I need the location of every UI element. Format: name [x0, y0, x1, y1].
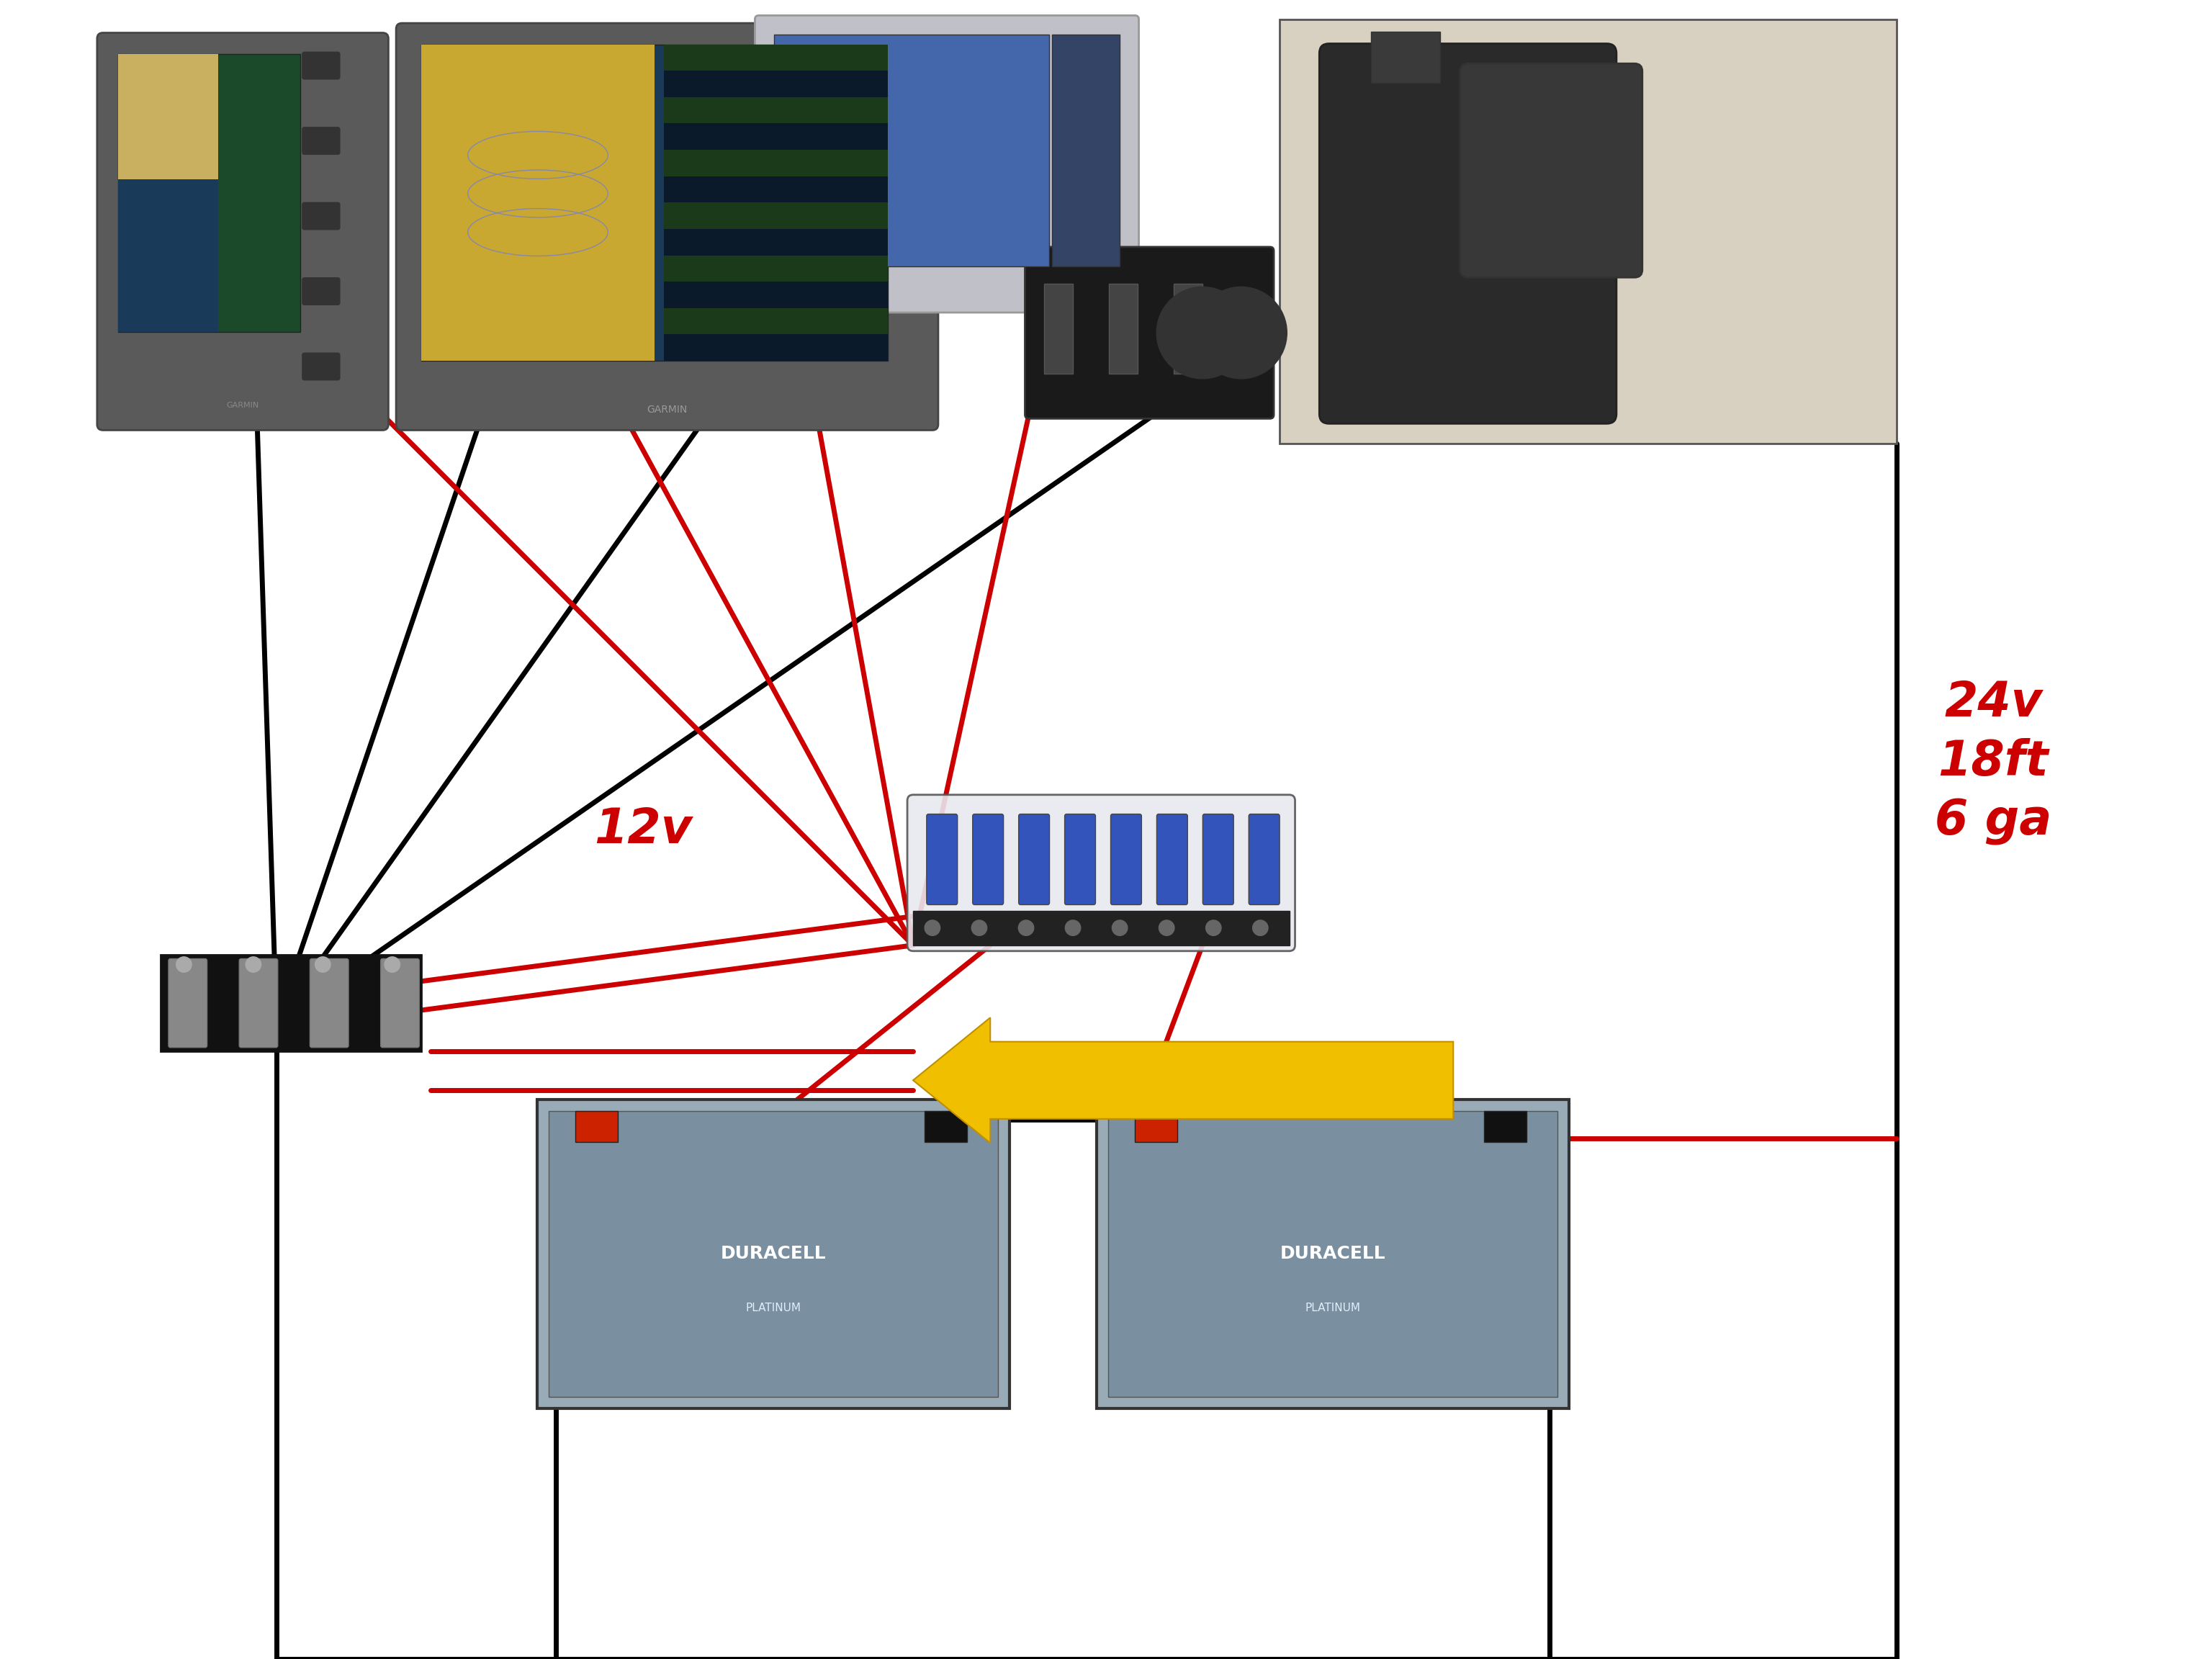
Text: 24v
18ft
6 ga: 24v 18ft 6 ga — [1936, 679, 2053, 844]
Circle shape — [246, 957, 261, 972]
Bar — [664, 202, 887, 229]
Circle shape — [1159, 921, 1175, 936]
FancyBboxPatch shape — [1460, 63, 1641, 277]
Circle shape — [1206, 921, 1221, 936]
Circle shape — [1113, 921, 1128, 936]
Bar — [1135, 1112, 1177, 1141]
Bar — [925, 1112, 967, 1141]
Bar — [161, 956, 420, 1052]
Bar — [420, 45, 887, 360]
Bar — [1108, 1112, 1557, 1397]
Bar — [575, 1112, 617, 1141]
Bar — [420, 45, 655, 360]
Circle shape — [385, 957, 400, 972]
Circle shape — [314, 957, 330, 972]
Text: GARMIN: GARMIN — [226, 401, 259, 410]
Bar — [664, 45, 887, 360]
Bar — [1097, 1100, 1568, 1408]
FancyBboxPatch shape — [1024, 247, 1274, 418]
FancyBboxPatch shape — [1110, 815, 1141, 904]
FancyBboxPatch shape — [927, 815, 958, 904]
FancyBboxPatch shape — [239, 959, 279, 1047]
FancyBboxPatch shape — [303, 353, 341, 380]
FancyBboxPatch shape — [97, 33, 389, 430]
Circle shape — [177, 957, 192, 972]
Bar — [664, 98, 887, 123]
Bar — [1053, 35, 1119, 265]
Text: 12v: 12v — [595, 806, 692, 853]
Circle shape — [1018, 921, 1033, 936]
FancyBboxPatch shape — [754, 15, 1139, 312]
FancyBboxPatch shape — [973, 815, 1004, 904]
FancyBboxPatch shape — [907, 795, 1294, 951]
Bar — [1279, 20, 1898, 443]
FancyBboxPatch shape — [168, 959, 208, 1047]
Bar — [1044, 284, 1073, 373]
Circle shape — [1252, 921, 1267, 936]
FancyBboxPatch shape — [303, 128, 341, 154]
Bar — [117, 55, 219, 332]
Bar — [774, 35, 1048, 265]
FancyBboxPatch shape — [396, 23, 938, 430]
FancyBboxPatch shape — [310, 959, 349, 1047]
Circle shape — [971, 921, 987, 936]
FancyArrow shape — [914, 1017, 1453, 1143]
FancyBboxPatch shape — [1064, 815, 1095, 904]
Circle shape — [1157, 287, 1248, 378]
Circle shape — [925, 921, 940, 936]
Bar — [549, 1112, 998, 1397]
Circle shape — [1066, 921, 1082, 936]
Bar — [1484, 1112, 1526, 1141]
Bar — [664, 149, 887, 176]
FancyBboxPatch shape — [303, 51, 341, 80]
FancyBboxPatch shape — [380, 959, 420, 1047]
Bar — [117, 55, 301, 332]
Bar — [664, 309, 887, 335]
Text: PLATINUM: PLATINUM — [745, 1302, 801, 1314]
FancyBboxPatch shape — [303, 202, 341, 229]
FancyBboxPatch shape — [1318, 43, 1617, 423]
Text: DURACELL: DURACELL — [1281, 1246, 1385, 1262]
Bar — [664, 45, 887, 71]
Bar — [664, 255, 887, 282]
FancyBboxPatch shape — [1203, 815, 1234, 904]
FancyBboxPatch shape — [1157, 815, 1188, 904]
FancyBboxPatch shape — [303, 277, 341, 305]
Text: DURACELL: DURACELL — [721, 1246, 825, 1262]
Bar — [1108, 284, 1137, 373]
FancyBboxPatch shape — [1250, 815, 1279, 904]
Text: PLATINUM: PLATINUM — [1305, 1302, 1360, 1314]
Bar — [1371, 32, 1440, 83]
Bar — [914, 911, 1290, 946]
Bar — [117, 179, 219, 332]
Text: GARMIN: GARMIN — [646, 405, 688, 415]
Bar — [1175, 284, 1203, 373]
Bar — [538, 1100, 1009, 1408]
FancyBboxPatch shape — [1020, 815, 1048, 904]
Circle shape — [1194, 287, 1287, 378]
